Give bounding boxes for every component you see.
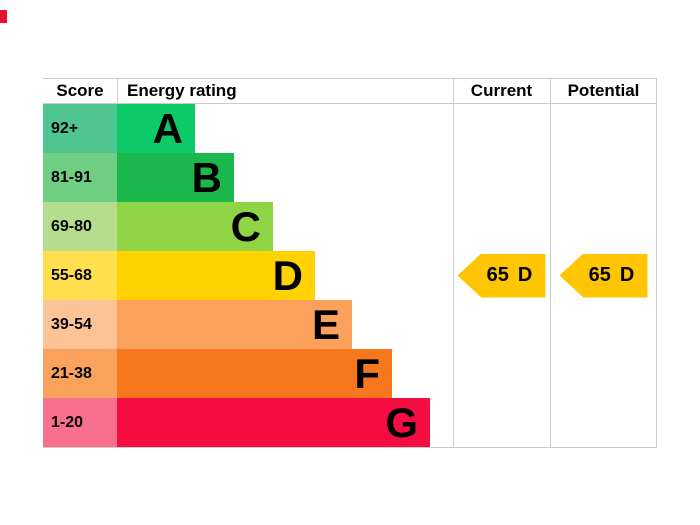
header-potential: Potential [567,81,640,100]
rating-table: Score Energy rating Current Potential 92… [43,78,657,448]
band-score-range: 55-68 [43,251,117,300]
current-rating-band: D [517,264,533,286]
table-right-border [656,78,657,447]
band-score-range: 92+ [43,104,117,153]
divider-potential-column [550,78,551,447]
table-header-row: Score Energy rating Current Potential [43,78,657,104]
band-bar: E [117,300,352,349]
divider-score-header [117,78,118,104]
header-current: Current [470,81,533,100]
band-row: 39-54 E [43,300,657,349]
band-bar: G [117,398,430,447]
band-letter: D [272,251,303,299]
band-bar: A [117,104,195,153]
band-letter: E [311,300,340,348]
band-row: 69-80 C [43,202,657,251]
divider-current-column [453,78,454,447]
band-score-range: 1-20 [43,398,117,447]
band-letter: G [385,398,418,446]
current-rating-value: 65 [486,264,509,286]
band-letter: A [152,104,183,152]
band-score-range: 69-80 [43,202,117,251]
band-rows: 92+ A 81-91 B 69-80 C 55-68 [43,104,657,447]
band-bar: F [117,349,392,398]
band-letter: C [230,202,261,250]
band-row: 81-91 B [43,153,657,202]
band-bar: C [117,202,273,251]
header-energy-rating: Energy rating [127,81,237,100]
band-letter: B [191,153,222,201]
current-rating-arrow: 65 D [457,253,546,298]
header-score: Score [56,81,104,100]
band-score-range: 39-54 [43,300,117,349]
potential-rating-band: D [619,264,635,286]
current-rating-cell: 65 D [453,251,550,300]
potential-rating-value: 65 [588,264,611,286]
band-bar: D [117,251,315,300]
band-row: 1-20 G [43,398,657,447]
band-row: 92+ A [43,104,657,153]
band-score-range: 21-38 [43,349,117,398]
band-row: 55-68 D [43,251,657,300]
band-row: 21-38 F [43,349,657,398]
potential-rating-cell: 65 D [550,251,657,300]
band-bar: B [117,153,234,202]
red-marker [0,10,7,23]
band-letter: F [354,349,380,397]
potential-rating-arrow: 65 D [559,253,648,298]
band-score-range: 81-91 [43,153,117,202]
